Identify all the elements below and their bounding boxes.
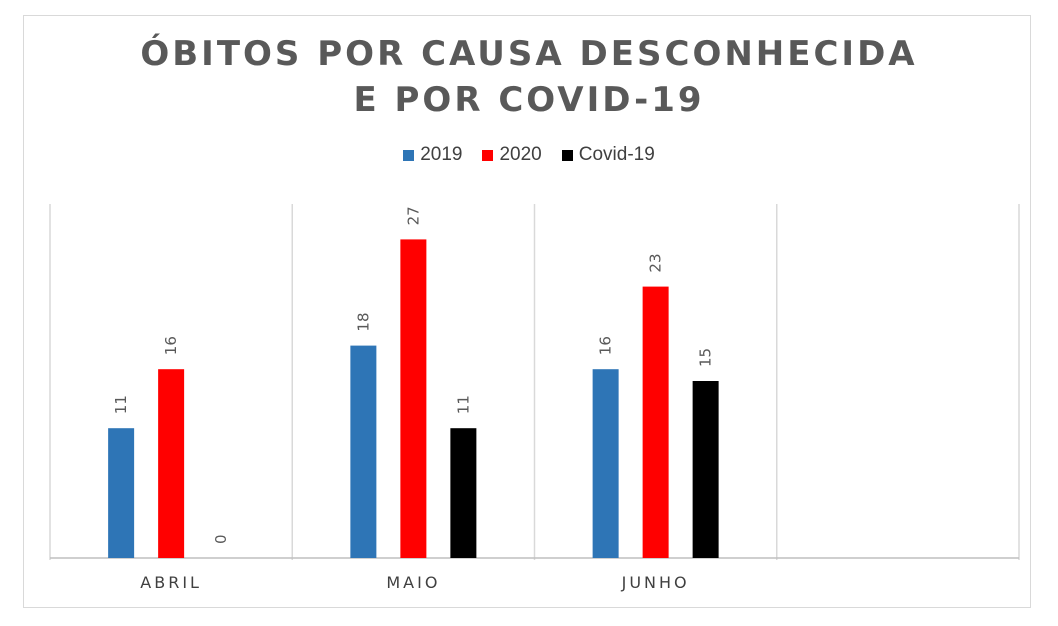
category-label-maio: MAIO (386, 573, 440, 592)
legend-label-2020: 2020 (499, 144, 542, 165)
chart-frame (23, 15, 1031, 608)
chart-title-line-2: E POR COVID-19 (353, 80, 705, 120)
bar-2019-abril (108, 428, 135, 558)
legend-label-2019: 2019 (420, 144, 463, 165)
bar-covid-19-junho (692, 381, 719, 558)
legend-swatch-2020 (482, 149, 494, 161)
bar-2020-abril (158, 369, 185, 558)
data-label-2020-abril: 16 (162, 336, 180, 355)
chart-legend: 2019 2020 Covid-19 (0, 144, 1058, 166)
data-label-covid-19-junho: 15 (697, 348, 715, 367)
legend-item-2019: 2019 (403, 144, 462, 166)
bar-2020-maio (400, 239, 427, 558)
category-label-junho: JUNHO (621, 573, 690, 592)
legend-swatch-covid (561, 149, 573, 161)
data-label-covid-19-maio: 11 (454, 395, 472, 414)
data-label-2020-junho: 23 (647, 254, 665, 273)
bar-covid-19-maio (450, 428, 477, 558)
bar-2019-maio (350, 345, 377, 558)
data-label-2019-abril: 11 (112, 395, 130, 414)
category-label-abril: ABRIL (140, 573, 202, 592)
legend-swatch-2019 (403, 149, 415, 161)
chart-title-line-1: ÓBITOS POR CAUSA DESCONHECIDA (140, 34, 918, 74)
bar-2019-junho (592, 369, 619, 558)
data-label-2020-maio: 27 (404, 206, 422, 225)
data-label-2019-maio: 18 (354, 313, 372, 332)
data-label-2019-junho: 16 (597, 336, 615, 355)
data-label-covid-19-abril: 0 (212, 534, 230, 544)
legend-item-2020: 2020 (482, 144, 542, 166)
legend-label-covid: Covid-19 (578, 144, 655, 165)
legend-item-covid: Covid-19 (561, 144, 655, 166)
bar-2020-junho (642, 286, 669, 558)
